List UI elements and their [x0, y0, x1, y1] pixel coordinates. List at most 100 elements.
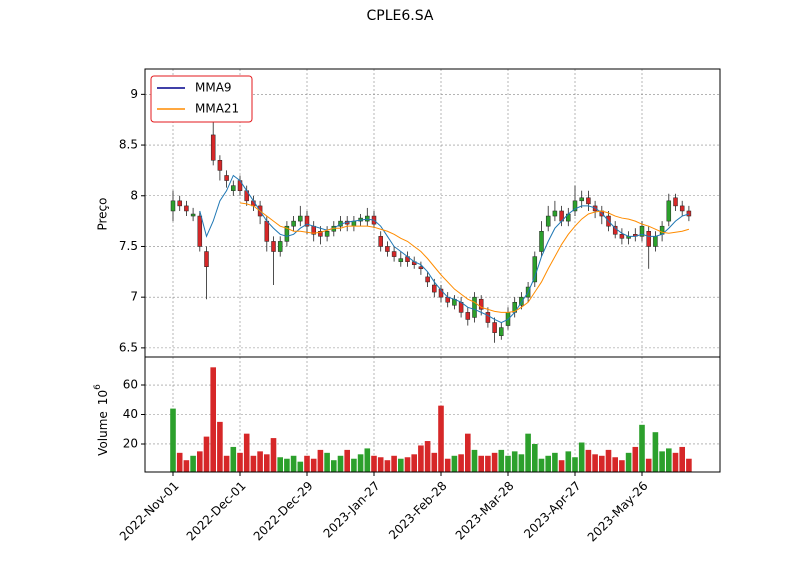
volume-bar — [371, 455, 377, 472]
volume-bar — [411, 454, 417, 472]
volume-label: Volume — [96, 411, 110, 456]
legend-label: MMA9 — [195, 81, 232, 95]
candle-body — [365, 215, 370, 222]
volume-bar — [351, 458, 357, 472]
legend-label: MMA21 — [195, 102, 239, 116]
volume-bar — [257, 451, 263, 472]
candle-body — [639, 225, 645, 237]
volume-bar — [451, 455, 458, 472]
candle-body — [271, 241, 276, 252]
moving-average-line — [239, 202, 690, 313]
y-tick-label: 20 — [123, 436, 138, 450]
volume-bar — [619, 460, 625, 472]
candle-body — [418, 266, 424, 270]
candle-body — [485, 312, 491, 323]
volume-bar — [277, 457, 283, 472]
volume-bar — [444, 458, 451, 472]
volume-bar — [217, 421, 223, 472]
candle-body — [298, 215, 303, 222]
candle-body — [170, 200, 176, 212]
candle-body — [425, 276, 430, 283]
volume-bar — [505, 455, 511, 472]
volume-bar — [391, 455, 397, 472]
x-tick-label: 2023-Jan-27 — [321, 479, 383, 541]
volume-bar — [558, 460, 565, 472]
candle-body — [391, 251, 397, 257]
candle-body — [284, 225, 290, 242]
volume-bar — [652, 432, 659, 472]
volume-bar — [538, 458, 545, 472]
volume-bar — [237, 452, 243, 472]
volume-bar — [639, 424, 645, 472]
volume-multiplier: 10 — [96, 390, 110, 405]
x-tick-label: 2023-Mar-28 — [453, 479, 517, 543]
x-tick-label: 2022-Dec-29 — [251, 479, 316, 544]
volume-bar — [592, 454, 598, 472]
volume-bar — [572, 457, 578, 472]
candle-body — [291, 220, 296, 227]
volume-bar — [478, 455, 484, 472]
candle-body — [579, 197, 584, 202]
y-tick-label: 7 — [130, 290, 138, 304]
candle-body — [398, 258, 404, 262]
volume-bar — [223, 455, 230, 472]
volume-bar — [438, 405, 444, 472]
volume-bar — [250, 455, 257, 472]
volume-bar — [230, 446, 237, 472]
candle-body — [432, 284, 437, 293]
volume-bar — [183, 460, 190, 472]
volume-bar — [471, 449, 478, 472]
volume-bar — [498, 449, 505, 472]
volume-bar — [458, 454, 464, 472]
volume-bar — [203, 436, 210, 472]
candle-body — [378, 236, 383, 247]
candle-body — [277, 241, 283, 252]
y-tick-label: 8 — [130, 188, 138, 202]
volume-bar — [170, 408, 176, 472]
candle-body — [552, 210, 558, 217]
volume-bar — [364, 448, 371, 472]
candle-body — [385, 246, 390, 252]
volume-bar — [418, 445, 424, 472]
candle-body — [472, 296, 477, 318]
candle-body — [572, 200, 578, 212]
volume-bar — [552, 452, 558, 472]
y-tick-label: 7.5 — [119, 239, 138, 253]
x-tick-label: 2023-Feb-28 — [386, 479, 449, 542]
volume-bar — [565, 451, 572, 472]
volume-bar — [578, 442, 585, 472]
volume-bar — [344, 449, 350, 472]
volume-bar — [511, 451, 518, 472]
volume-bar — [270, 438, 277, 472]
volume-bar — [377, 457, 384, 472]
volume-frame — [144, 356, 721, 473]
candle-body — [532, 256, 538, 283]
candle-body — [324, 231, 330, 237]
volume-bar — [645, 458, 652, 472]
candle-body — [210, 134, 216, 161]
candle-body — [438, 288, 444, 298]
volume-bar — [666, 448, 672, 472]
volume-bar — [659, 451, 665, 472]
volume-bar — [357, 454, 364, 472]
plot-layer: 6.5 7 7.5 8 8.5 9 20 40 60 2022-Nov-01 2022-Dec-01… — [117, 69, 720, 545]
candle-body — [478, 298, 484, 310]
volume-bar — [485, 455, 491, 472]
x-tick-label: 2022-Dec-01 — [184, 479, 249, 544]
chart-title: CPLE6.SA — [367, 8, 434, 24]
volume-bar — [398, 458, 404, 472]
volume-bar — [532, 443, 538, 472]
volume-bar — [317, 449, 324, 472]
candle-body — [666, 200, 672, 222]
candle-body — [673, 197, 678, 207]
y-tick-label: 6.5 — [119, 340, 138, 354]
candle-body — [190, 213, 196, 217]
y-tick-label: 9 — [130, 87, 138, 101]
volume-bar — [465, 433, 471, 472]
y-tick-label: 8.5 — [119, 138, 138, 152]
y-tick-label: 40 — [123, 407, 138, 421]
volume-bar — [525, 433, 531, 472]
volume-bar — [545, 455, 551, 472]
candle-body — [545, 215, 551, 227]
volume-bar — [324, 452, 330, 472]
